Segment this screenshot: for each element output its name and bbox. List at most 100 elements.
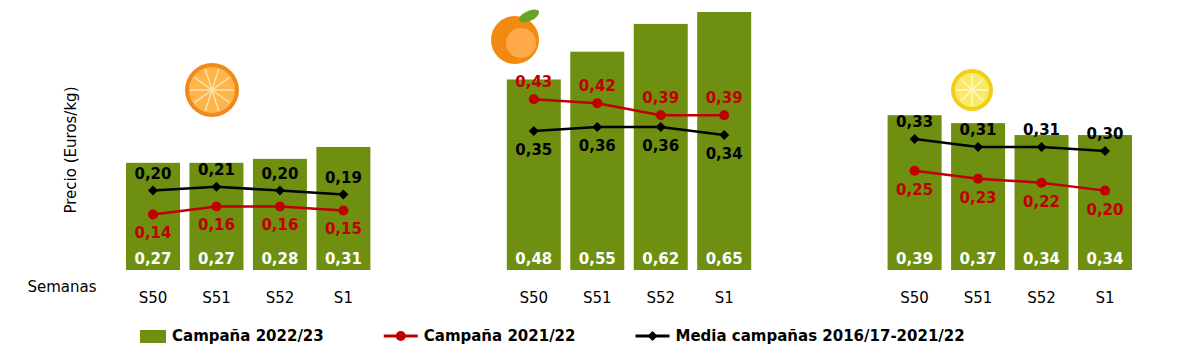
orange-icon-segment — [205, 69, 212, 90]
marker — [148, 209, 158, 219]
marker — [592, 122, 602, 132]
orange-icon-segment — [190, 89, 212, 91]
line-label: 0,16 — [198, 216, 235, 234]
orange-icon-segment — [212, 90, 219, 111]
line-label: 0,39 — [706, 89, 743, 107]
x-axis-title: Semanas — [27, 278, 96, 296]
lemon-icon-segment — [961, 90, 972, 101]
line-label: 0,42 — [579, 77, 616, 95]
marker — [656, 110, 666, 120]
x-tick-label: S1 — [1095, 289, 1114, 307]
marker — [1100, 146, 1110, 156]
lemon-icon-segment — [971, 90, 973, 106]
line-label: 0,33 — [896, 113, 933, 131]
line-label: 0,21 — [198, 161, 235, 179]
line-label: 0,36 — [642, 137, 679, 155]
legend-label: Campaña 2022/23 — [172, 327, 324, 345]
bar — [697, 12, 751, 270]
bar — [888, 115, 942, 270]
bar — [1015, 135, 1069, 270]
bar-label: 0,62 — [642, 250, 679, 268]
orange-icon — [185, 63, 239, 117]
bar-label: 0,34 — [1086, 250, 1123, 268]
x-tick-label: S1 — [715, 289, 734, 307]
orange-icon-segment — [212, 77, 230, 90]
x-tick-label: S51 — [202, 289, 231, 307]
lemon-icon-segment — [972, 79, 983, 90]
marker — [656, 122, 666, 132]
line-label: 0,20 — [1086, 201, 1123, 219]
line — [153, 99, 1105, 214]
orange-icon-flesh — [189, 67, 235, 113]
orange-icon-segment — [212, 89, 234, 91]
line-label: 0,35 — [515, 141, 552, 159]
line-label: 0,15 — [325, 220, 362, 238]
x-tick-label: S52 — [646, 289, 675, 307]
bar — [253, 159, 307, 270]
lemon-icon-segment — [956, 89, 972, 91]
bar-label: 0,31 — [325, 250, 362, 268]
lemon-icon-segment — [972, 90, 983, 101]
x-tick-label: S52 — [266, 289, 295, 307]
plot-area — [126, 12, 1132, 270]
legend-swatch — [140, 330, 166, 343]
bar — [189, 163, 243, 270]
mandarin-icon-flesh — [506, 28, 536, 58]
legend: Campaña 2022/23 Campaña 2021/22 Media camp… — [140, 327, 965, 345]
marker — [211, 201, 221, 211]
bar-label: 0,37 — [960, 250, 997, 268]
line-label: 0,20 — [134, 165, 171, 183]
line-label: 0,39 — [642, 89, 679, 107]
legend-label: Media campañas 2016/17-2021/22 — [676, 327, 965, 345]
line-label: 0,31 — [960, 121, 997, 139]
bar — [570, 52, 624, 270]
legend-item: Campaña 2021/22 — [384, 327, 576, 345]
line-label: 0,25 — [896, 181, 933, 199]
marker — [148, 186, 158, 196]
bar — [126, 163, 180, 270]
y-axis-title: Precio (Euros/kg) — [62, 87, 80, 214]
line-label: 0,14 — [134, 224, 171, 242]
bar-label: 0,55 — [579, 250, 616, 268]
marker — [211, 182, 221, 192]
mandarin-icon-leaf — [517, 7, 541, 25]
x-tick-label: S51 — [583, 289, 612, 307]
data-labels: 0,270,270,280,310,480,550,620,650,390,37… — [134, 73, 1123, 268]
line-label: 0,20 — [261, 165, 298, 183]
marker — [338, 205, 348, 215]
marker — [592, 98, 602, 108]
mandarin-icon — [491, 16, 539, 64]
bar-label: 0,48 — [515, 250, 552, 268]
marker — [1037, 142, 1047, 152]
legend-item: Campaña 2022/23 — [140, 327, 324, 345]
marker — [275, 186, 285, 196]
line-label: 0,19 — [325, 169, 362, 187]
bar-label: 0,34 — [1023, 250, 1060, 268]
bar-label: 0,27 — [198, 250, 235, 268]
lemon-icon-segment — [971, 74, 973, 90]
line-label: 0,22 — [1023, 193, 1060, 211]
line-label: 0,23 — [960, 189, 997, 207]
x-tick-label: S52 — [1027, 289, 1056, 307]
bar — [634, 24, 688, 270]
bar-label: 0,28 — [261, 250, 298, 268]
line-label: 0,34 — [706, 145, 743, 163]
x-tick-label: S50 — [900, 289, 929, 307]
bar — [1078, 135, 1132, 270]
lemon-icon — [951, 69, 993, 111]
line-label: 0,16 — [261, 216, 298, 234]
marker — [719, 130, 729, 140]
marker — [973, 142, 983, 152]
marker — [1037, 178, 1047, 188]
marker — [529, 126, 539, 136]
legend-label: Campaña 2021/22 — [424, 327, 576, 345]
line-label: 0,36 — [579, 137, 616, 155]
lemon-icon-segment — [961, 79, 972, 90]
line-label: 0,30 — [1086, 125, 1123, 143]
orange-icon-segment — [194, 90, 212, 103]
lemon-icon-segment — [972, 89, 988, 91]
x-tick-label: S51 — [964, 289, 993, 307]
line-label: 0,43 — [515, 73, 552, 91]
marker — [910, 134, 920, 144]
lemon-icon-flesh — [955, 73, 989, 107]
